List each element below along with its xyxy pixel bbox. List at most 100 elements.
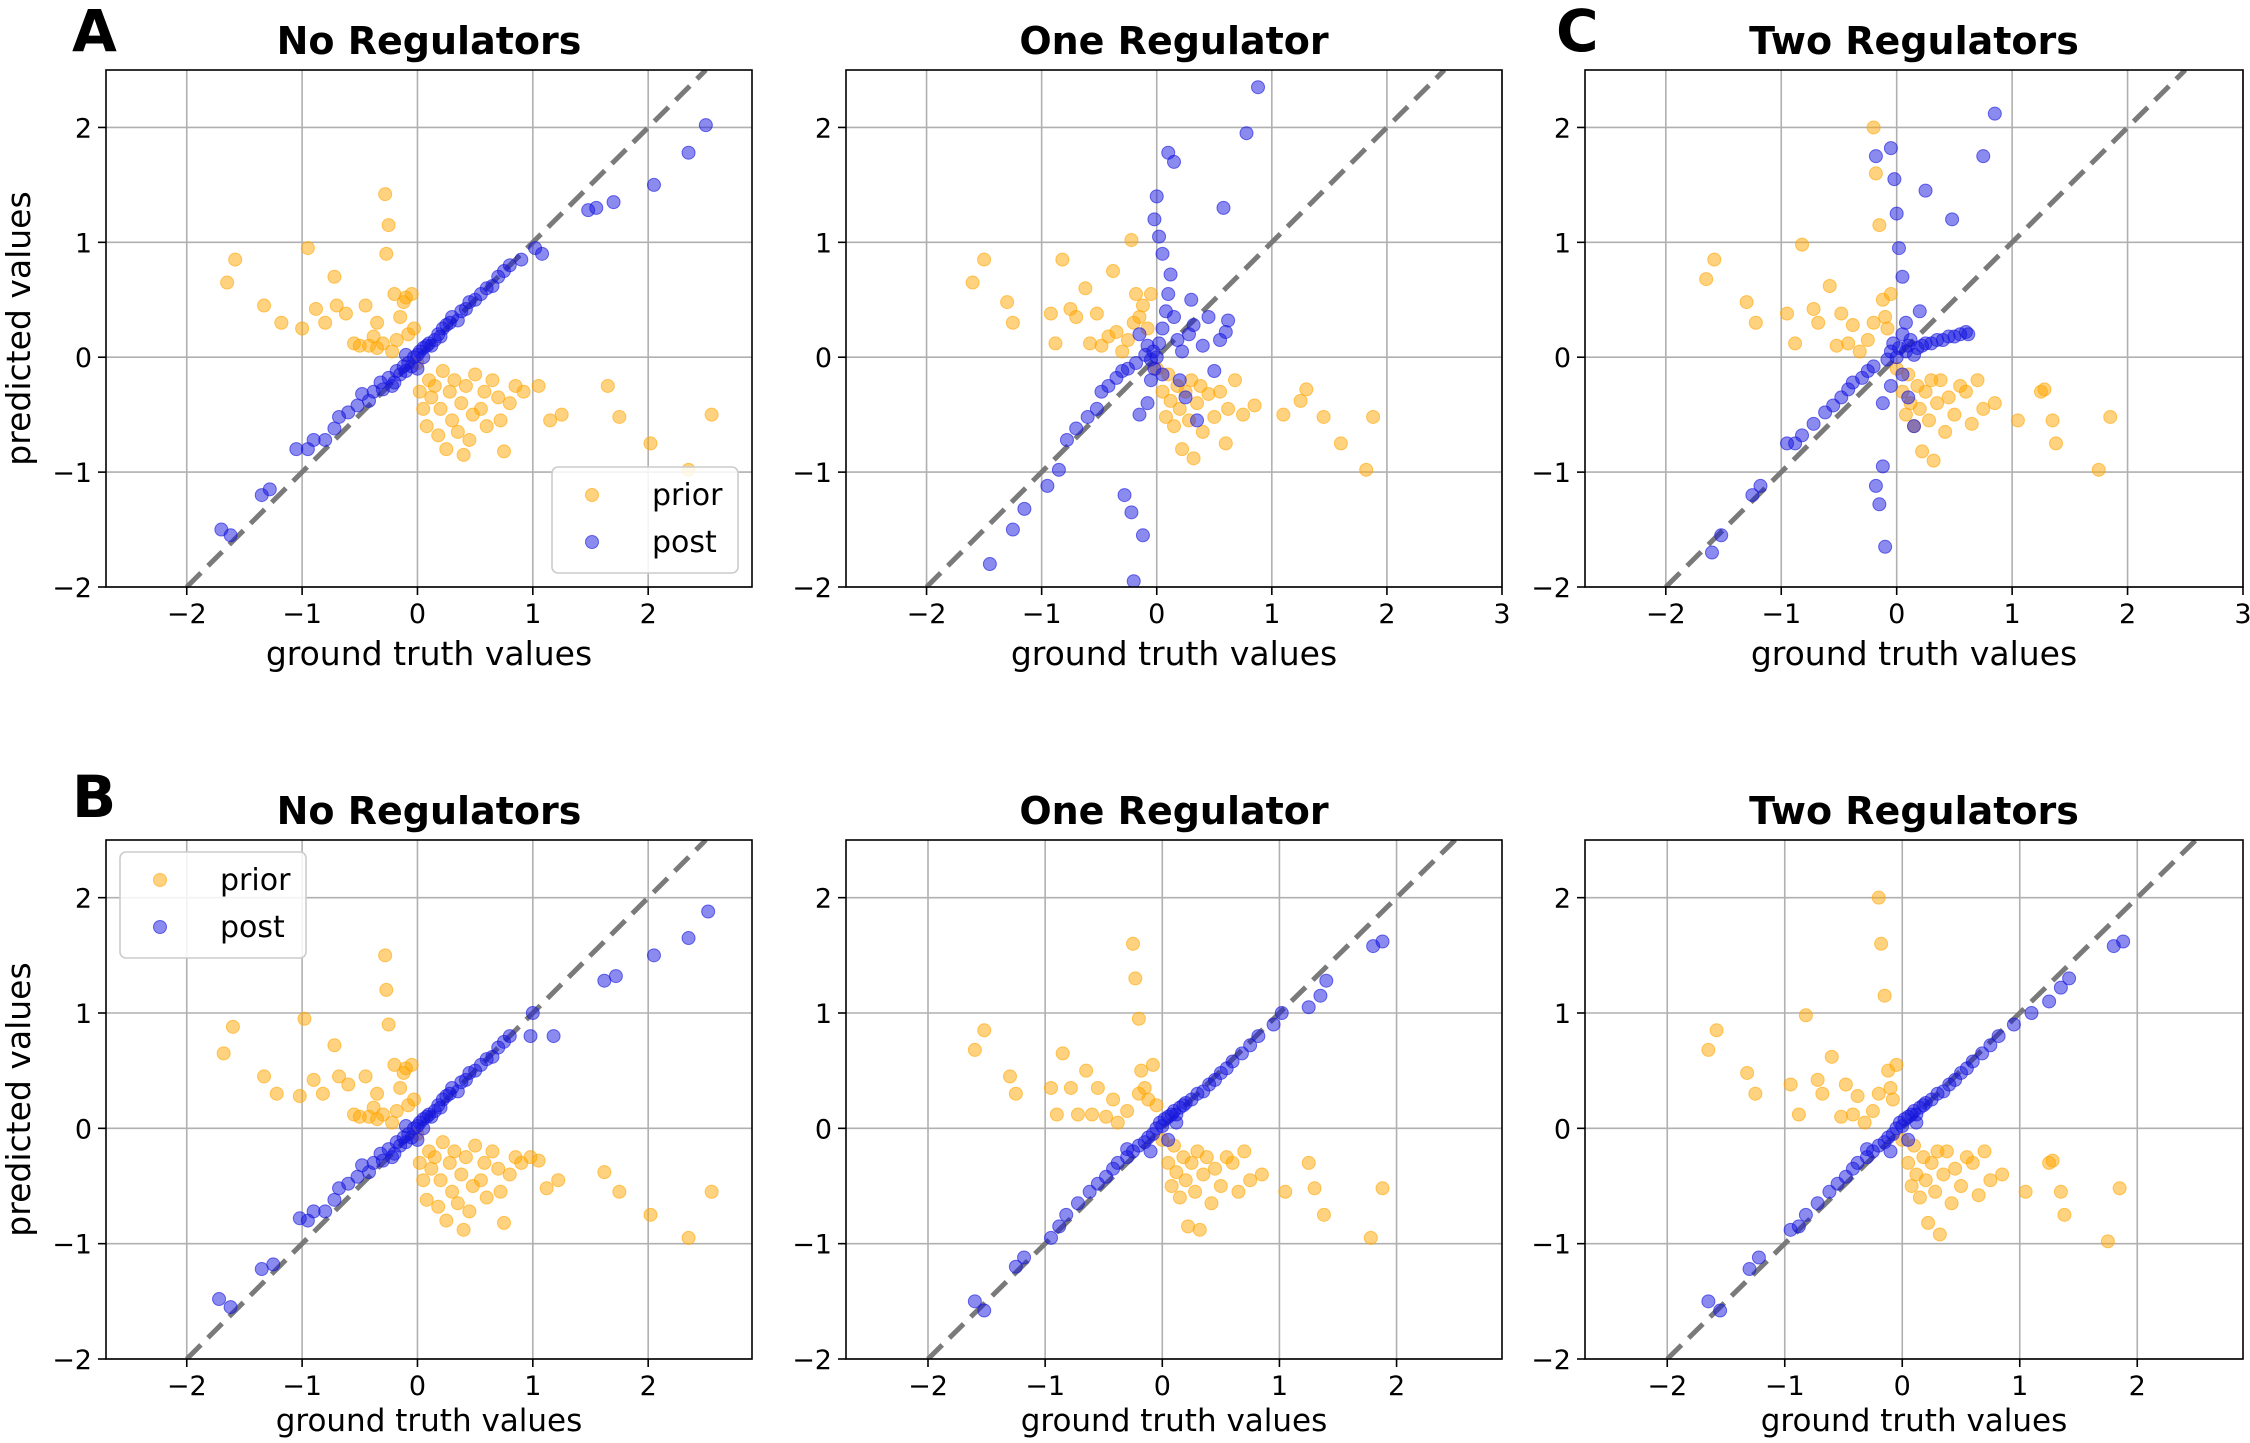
prior-point (1815, 1086, 1830, 1101)
post-point (646, 948, 661, 963)
prior-point (491, 390, 506, 405)
post-point (1274, 1006, 1289, 1020)
x-tick-label: 0 (409, 599, 426, 630)
prior-point (502, 1167, 517, 1182)
prior-point (370, 1086, 385, 1101)
prior-point (1126, 315, 1141, 330)
post-point (1887, 172, 1902, 187)
prior-point (412, 384, 427, 399)
prior-point (1885, 1092, 1900, 1107)
prior-point (389, 1104, 404, 1119)
prior-point (1099, 1109, 1114, 1124)
prior-point (1243, 1173, 1258, 1188)
x-tick-label: 3 (2234, 599, 2250, 630)
prior-point (454, 1167, 469, 1182)
prior-point (2091, 462, 2106, 477)
axes-frame (845, 69, 1503, 588)
prior-point (1225, 1155, 1240, 1170)
prior-point (462, 432, 477, 447)
x-axis-label: ground truth values (1751, 634, 2077, 673)
post-point (1175, 344, 1190, 359)
prior-point (2100, 1234, 2115, 1249)
post-point (1195, 338, 1210, 353)
prior-point (1921, 1215, 1936, 1230)
post-point (1147, 361, 1162, 376)
post-point (1161, 1132, 1176, 1147)
post-point (1753, 478, 1768, 493)
prior-point (1932, 1227, 1947, 1242)
prior-point (1055, 1046, 1070, 1061)
prior-point (1788, 336, 1803, 351)
post-point (1143, 373, 1158, 388)
prior-point (456, 1222, 471, 1237)
x-tick-label: −1 (1765, 1371, 1805, 1402)
prior-point (502, 396, 517, 411)
post-point (1795, 428, 1810, 443)
prior-point (1834, 306, 1849, 321)
post-point (1878, 539, 1893, 554)
prior-point (1795, 237, 1810, 252)
post-point (1751, 1250, 1766, 1265)
post-point (546, 1029, 561, 1044)
post-point (1798, 1207, 1813, 1222)
prior-point (456, 447, 471, 462)
prior-point (1109, 324, 1124, 339)
prior-point (1134, 1063, 1149, 1078)
post-point (341, 1176, 356, 1191)
prior-point (1207, 409, 1222, 424)
prior-point (2057, 1207, 2072, 1222)
prior-point (1866, 120, 1881, 135)
y-tick-label: 2 (1554, 884, 1571, 915)
x-tick-label: 0 (1888, 599, 1905, 630)
prior-point (1964, 416, 1979, 431)
post-point (1155, 321, 1170, 336)
prior-point (2018, 1184, 2033, 1199)
prior-point (1204, 1196, 1219, 1211)
prior-point (431, 428, 446, 443)
post-point (608, 969, 623, 984)
prior-point (306, 1072, 321, 1087)
prior-point (1941, 390, 1956, 405)
legend: prior post (551, 466, 739, 574)
post-point (416, 350, 431, 365)
prior-point (379, 982, 394, 997)
post-point (701, 904, 716, 919)
post-point (1059, 1207, 1074, 1222)
prior-point (965, 275, 980, 290)
post-point (977, 1303, 992, 1318)
prior-point (1201, 386, 1216, 401)
prior-point (300, 241, 315, 256)
identity-line (1664, 70, 2188, 587)
post-point (1745, 488, 1760, 503)
prior-point (1948, 1161, 1963, 1176)
x-tick-label: −2 (1646, 599, 1686, 630)
chart-6: −2 −1 0 1 2 −2 −1 0 1 2 Two Regulators ground truth… (1531, 789, 2244, 1439)
prior-point (531, 378, 546, 393)
y-tick-label: −2 (792, 573, 832, 604)
x-tick-label: −2 (167, 599, 207, 630)
post-point (523, 1029, 538, 1044)
post-point (1129, 355, 1144, 370)
y-axis-label: predicted values (0, 191, 38, 465)
prior-point (450, 424, 465, 439)
prior-point (1868, 166, 1883, 181)
post-point (1901, 1132, 1916, 1147)
post-point (1266, 1017, 1281, 1032)
post-point (2024, 1006, 2039, 1020)
post-point (1186, 318, 1201, 333)
post-point (1918, 183, 1933, 198)
prior-point (295, 321, 310, 336)
y-tick-label: −1 (1531, 1230, 1571, 1261)
x-tick-label: −1 (1022, 599, 1062, 630)
post-point (1132, 407, 1147, 422)
prior-point (332, 1069, 347, 1084)
post-point (2116, 934, 2131, 949)
prior-point (427, 1150, 442, 1165)
prior-point (1971, 1188, 1986, 1203)
data-points (965, 80, 1381, 587)
y-tick-label: 2 (1554, 113, 1571, 144)
prior-point (1889, 1057, 1904, 1072)
post-point (1301, 1000, 1316, 1015)
post-point (1872, 497, 1887, 512)
prior-point (1175, 442, 1190, 457)
